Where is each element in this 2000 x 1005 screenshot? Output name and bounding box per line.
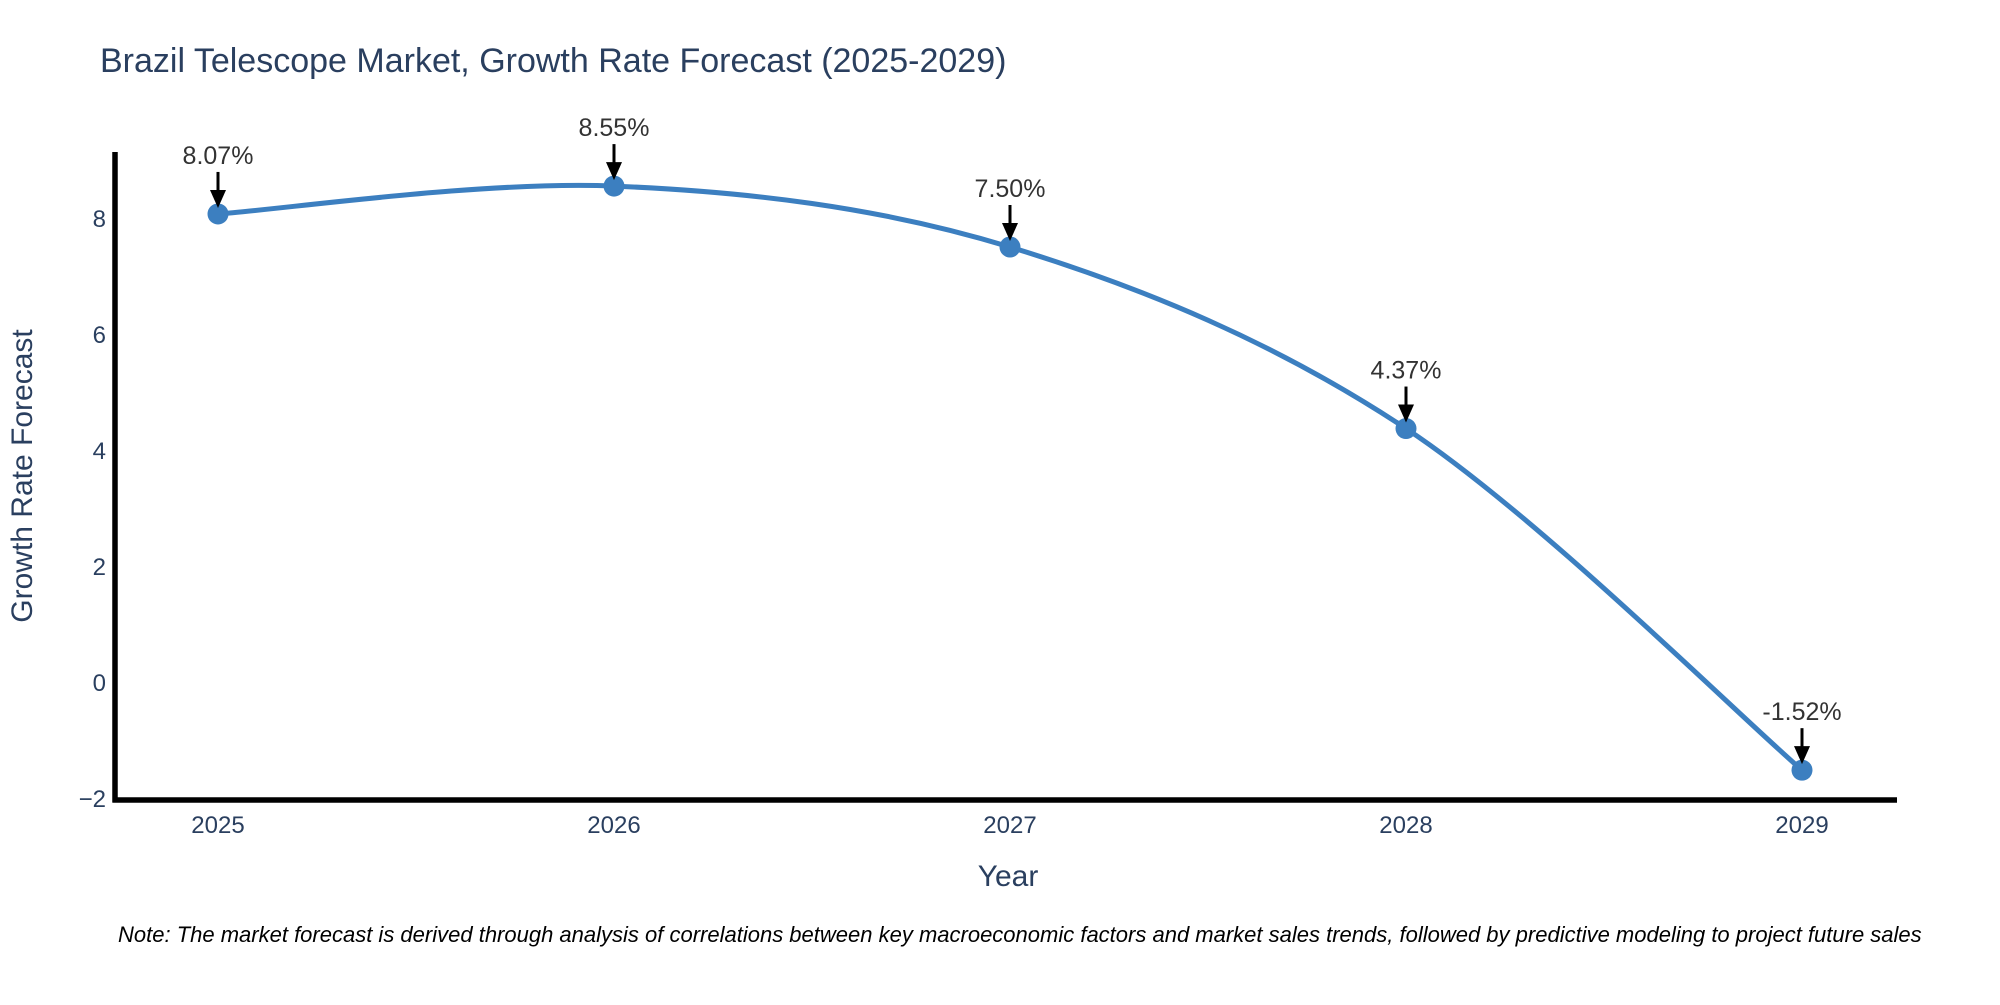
data-point-label: 8.55% [579, 114, 650, 142]
x-tick-label: 2027 [983, 812, 1036, 839]
x-tick-label: 2025 [191, 812, 244, 839]
y-tick-label: 4 [93, 438, 106, 465]
data-point-marker [207, 203, 229, 225]
y-tick-label: 6 [93, 322, 106, 349]
footnote-text: Note: The market forecast is derived thr… [118, 922, 1922, 947]
data-point-marker [603, 175, 625, 197]
annotation-arrow-head [1002, 223, 1018, 241]
growth-rate-line [215, 182, 1805, 773]
y-axis-tick-labels: 8 6 4 2 0 −2 [79, 206, 106, 813]
x-axis-title: Year [978, 860, 1039, 893]
data-point-label: 7.50% [975, 175, 1046, 203]
data-point-annotations: 8.07% 8.55% 7.50% 4.37% -1.52% [183, 114, 1842, 765]
data-point-label: -1.52% [1762, 698, 1841, 726]
y-tick-label: 8 [93, 206, 106, 233]
data-point-marker [1395, 418, 1417, 440]
annotation-arrow-head [606, 162, 622, 181]
data-point-marker [1791, 759, 1813, 781]
x-axis-tick-labels: 2025 2026 2027 2028 2029 [191, 812, 1828, 839]
annotation-arrow-head [1794, 746, 1810, 765]
data-point-label: 8.07% [183, 142, 254, 170]
y-tick-label: −2 [79, 786, 106, 813]
y-axis-title: Growth Rate Forecast [6, 329, 39, 623]
annotation-arrow-head [1398, 404, 1414, 423]
data-point-marker [999, 236, 1021, 258]
data-point-label: 4.37% [1371, 357, 1442, 385]
y-tick-label: 2 [93, 554, 106, 581]
data-series [207, 175, 1813, 781]
chart-title: Brazil Telescope Market, Growth Rate For… [100, 42, 1006, 80]
annotation-arrow-head [210, 189, 226, 208]
x-tick-label: 2028 [1379, 812, 1432, 839]
x-tick-label: 2026 [587, 812, 640, 839]
y-tick-label: 0 [93, 670, 106, 697]
x-tick-label: 2029 [1775, 812, 1828, 839]
